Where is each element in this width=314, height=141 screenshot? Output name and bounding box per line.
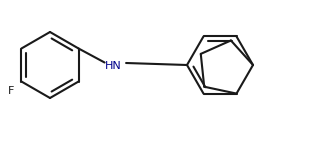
Text: F: F	[8, 85, 14, 95]
Text: HN: HN	[105, 61, 122, 71]
